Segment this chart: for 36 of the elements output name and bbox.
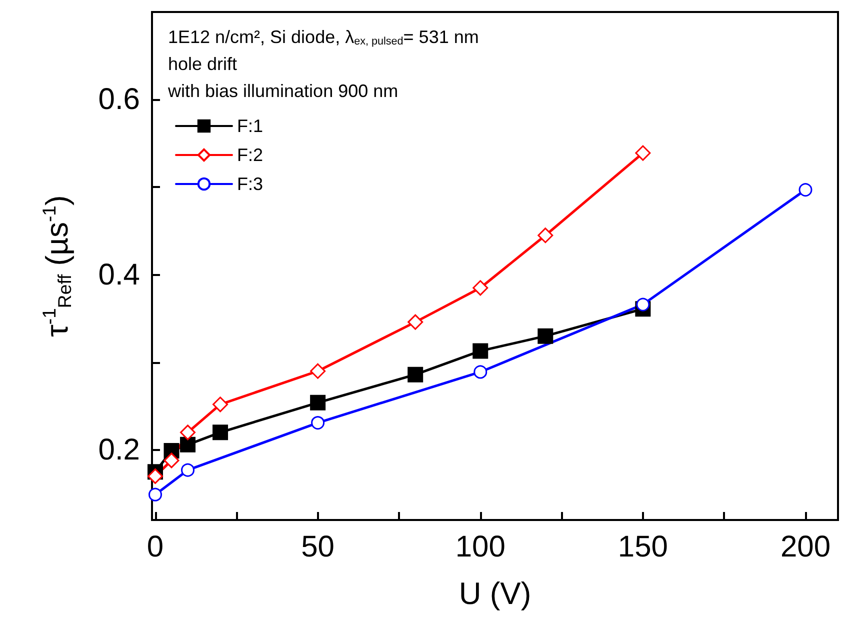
point [408,366,424,382]
annotation: hole drift [168,54,238,74]
x-axis-title: U (V) [458,576,532,611]
point [636,298,650,312]
point [311,416,325,430]
point [538,328,554,344]
y-tick-label: 0.4 [98,258,140,292]
x-tick-label: 150 [618,530,668,564]
point [148,468,163,484]
legend-label: F:2 [237,145,264,165]
x-tick-label: 50 [301,530,334,564]
point [472,343,488,359]
point [538,228,554,244]
y-tick-label: 0.6 [98,83,140,116]
y-tick-label: 0.2 [98,433,140,466]
x-tick-label: 200 [780,530,831,564]
point [635,145,651,161]
point [310,394,326,410]
x-tick-label: 0 [146,530,164,564]
point [472,280,488,296]
point [180,424,196,440]
legend-label: F:1 [237,116,264,136]
point [798,183,812,197]
point [180,436,196,452]
point [212,396,228,412]
point [310,363,326,379]
y-axis-title: τ-1Reff (µs-1) [38,195,75,337]
point [474,365,488,379]
point [148,488,162,502]
point [164,452,180,468]
x-tick-label: 100 [455,530,506,564]
legend-label: F:3 [237,174,264,194]
point [408,314,424,330]
point [181,463,195,477]
point [212,424,228,440]
annotation: with bias illumination 900 nm [167,81,398,101]
